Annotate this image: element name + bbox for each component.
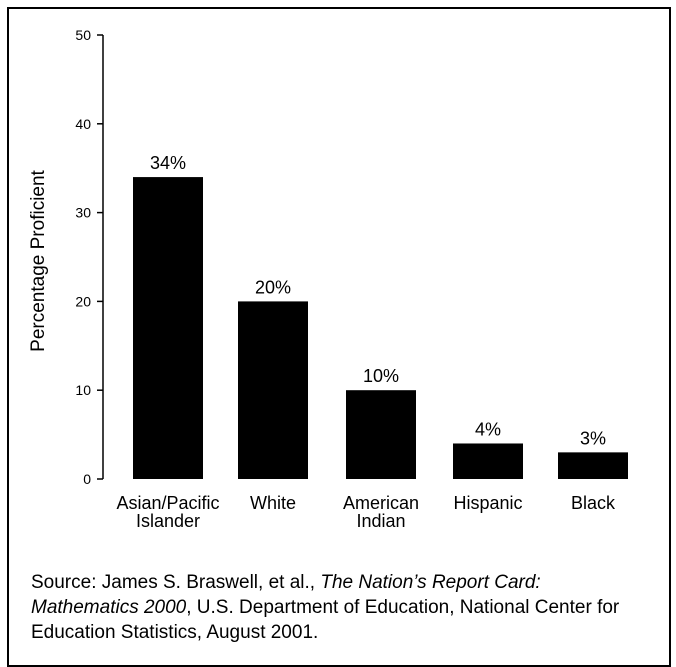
y-tick-label: 10 [75, 382, 91, 398]
category-label: Black [571, 493, 616, 513]
y-axis-label: Percentage Proficient [28, 169, 49, 351]
bar [133, 177, 203, 479]
category-label: Hispanic [453, 493, 522, 513]
bar [238, 301, 308, 479]
bar-value-label: 34% [150, 153, 186, 173]
bar-value-label: 4% [475, 419, 501, 439]
bar [453, 443, 523, 479]
category-label: Islander [136, 511, 200, 531]
category-label: Asian/Pacific [116, 493, 219, 513]
y-tick-label: 30 [75, 205, 91, 221]
source-title: The Nation’s Report Card: Mathematics 20… [31, 572, 541, 618]
bar-value-label: 3% [580, 428, 606, 448]
bar [346, 390, 416, 479]
bar-value-label: 20% [255, 277, 291, 297]
source-note: Source: James S. Braswell, et al., The N… [31, 570, 651, 645]
category-label: Indian [356, 511, 405, 531]
category-label: American [343, 493, 419, 513]
category-label: White [250, 493, 296, 513]
bar [558, 452, 628, 479]
source-prefix: Source: James S. Braswell, et al., [31, 572, 321, 593]
y-axis: 0 10 20 30 40 50 [75, 27, 104, 487]
y-tick-label: 0 [83, 471, 91, 487]
bar-value-label: 10% [363, 366, 399, 386]
y-tick-label: 50 [75, 27, 91, 43]
bars: 34% 20% 10% 4% 3% [133, 153, 628, 479]
y-tick-label: 40 [75, 116, 91, 132]
y-tick-label: 20 [75, 293, 91, 309]
source-suffix: , U.S. Department of Education, National… [31, 597, 620, 643]
